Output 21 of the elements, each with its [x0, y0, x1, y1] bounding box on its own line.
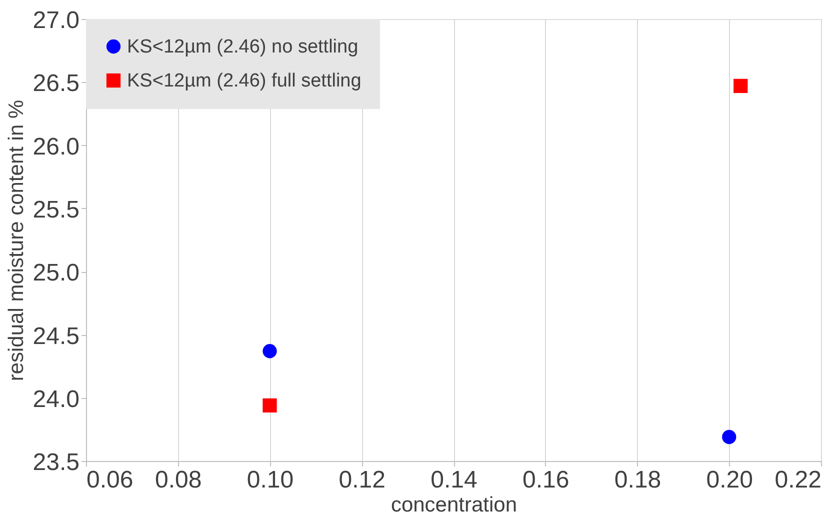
x-tick-label: 0.16 [522, 466, 570, 494]
y-tick-label: 25.5 [32, 196, 80, 224]
y-tick-label: 24.5 [32, 322, 80, 350]
y-tick-label: 26.5 [32, 70, 80, 98]
y-tick-label: 27.0 [32, 7, 80, 34]
y-tick-label: 26.0 [32, 133, 80, 160]
legend-label: KS<12µm (2.46) full settling [127, 70, 362, 92]
x-axis-title: concentration [390, 494, 518, 516]
x-tick-label: 0.18 [614, 466, 662, 494]
y-axis-title: residual moisture content in % [4, 100, 28, 382]
x-tick-label: 0.14 [430, 466, 478, 494]
x-tick-label: 0.22 [774, 466, 822, 494]
x-tick-label: 0.06 [86, 466, 134, 494]
legend-label: KS<12µm (2.46) no settling [127, 36, 358, 58]
y-tick-label: 25.0 [32, 260, 80, 287]
y-tick-label: 23.5 [32, 449, 80, 476]
x-tick-label: 0.10 [246, 466, 294, 494]
x-tick-label: 0.20 [706, 466, 753, 494]
x-tick-label: 0.12 [338, 466, 386, 494]
x-tick-label: 0.08 [155, 466, 202, 494]
y-tick-label: 24.0 [32, 386, 80, 413]
